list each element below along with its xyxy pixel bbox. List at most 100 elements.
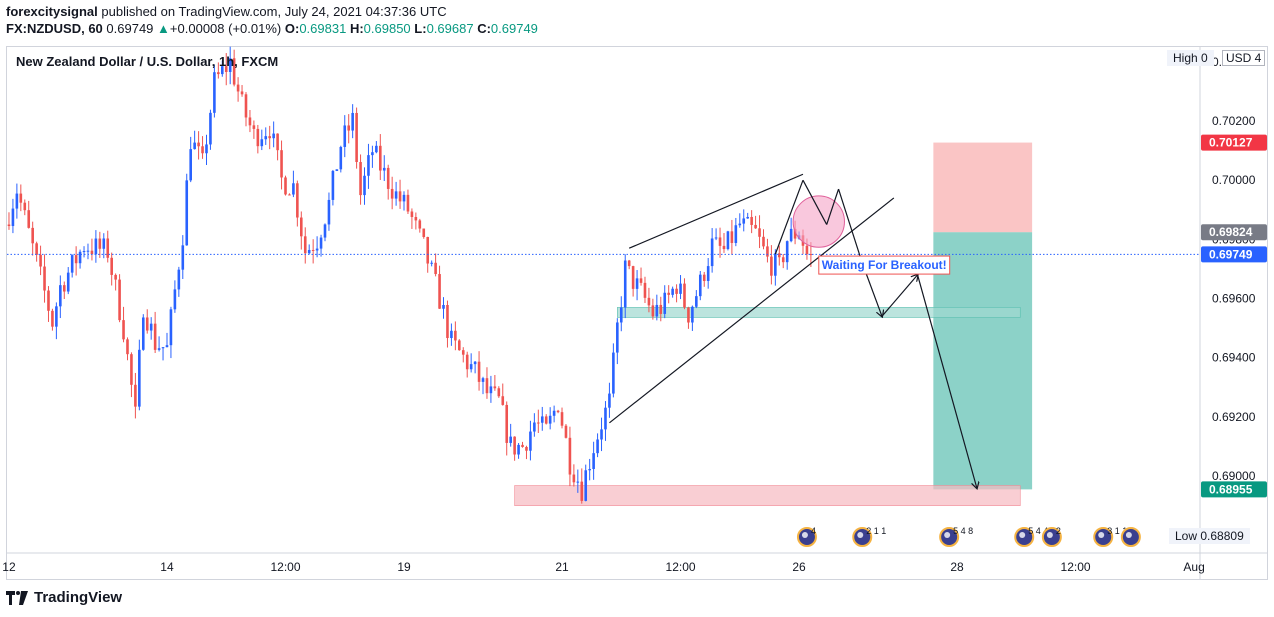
candle-body: [785, 241, 789, 263]
candle-body: [205, 144, 208, 154]
chart-title: New Zealand Dollar / U.S. Dollar, 1h, FX…: [16, 54, 279, 69]
x-tick-label: 19: [397, 560, 411, 574]
x-tick-label: 28: [950, 560, 964, 574]
candle-body: [540, 416, 544, 423]
candle-body: [240, 91, 244, 95]
candle-body: [687, 307, 690, 323]
candle-body: [126, 339, 129, 355]
candle-body: [477, 361, 481, 382]
candle-body: [533, 422, 536, 432]
candle-body: [458, 340, 461, 351]
projection-arrow: [837, 188, 863, 263]
candle-body: [706, 266, 710, 281]
candle-body: [446, 305, 449, 339]
candle-body: [509, 436, 512, 443]
candle-body: [74, 255, 78, 264]
economic-event-icon[interactable]: 3 1 1: [1093, 526, 1127, 547]
x-tick-label: 14: [160, 560, 174, 574]
candle-body: [631, 266, 635, 289]
candle-body: [284, 177, 287, 195]
candle-body: [177, 269, 181, 290]
candle-body: [343, 125, 347, 147]
candles: [7, 46, 813, 504]
candle-body: [442, 305, 445, 309]
candle-body: [501, 396, 505, 405]
candle-body: [663, 292, 667, 314]
candle-body: [394, 191, 398, 199]
candle-body: [461, 350, 465, 355]
price-axis-label: 0.69824: [1209, 225, 1253, 239]
candle-body: [548, 415, 552, 424]
candle-body: [236, 84, 240, 92]
economic-event-icon[interactable]: [1120, 527, 1141, 547]
candle-body: [86, 250, 90, 252]
candle-body: [671, 288, 674, 295]
candle-body: [359, 162, 362, 196]
candle-body: [311, 249, 315, 251]
candle-body: [47, 290, 50, 311]
event-count: 4: [811, 526, 816, 536]
candle-body: [734, 225, 738, 243]
candle-body: [59, 285, 62, 307]
candle-body: [718, 237, 722, 246]
projection-arrow: [916, 274, 977, 488]
chart-frame: [6, 46, 1268, 580]
candle-body: [11, 208, 15, 227]
economic-event-icon[interactable]: 2 1 1: [852, 526, 886, 547]
callout-text: Waiting For Breakout!: [822, 258, 947, 272]
candle-body: [422, 228, 426, 238]
candle-body: [62, 285, 66, 292]
candle-body: [580, 481, 584, 501]
candle-body: [232, 58, 236, 85]
y-tick-label: 0.69400: [1212, 351, 1256, 365]
event-flag-shine: [1046, 532, 1053, 538]
y-tick-label: 0.69600: [1212, 292, 1256, 306]
candle-body: [355, 112, 358, 163]
candle-body: [371, 152, 374, 156]
candle-body: [793, 228, 797, 239]
candle-body: [774, 253, 777, 276]
economic-event-icon[interactable]: 4: [796, 526, 817, 547]
candle-body: [414, 216, 418, 221]
x-tick-label: 26: [792, 560, 806, 574]
projection-arrow: [881, 275, 918, 317]
candle-body: [568, 437, 572, 475]
candle-body: [98, 238, 102, 249]
candle-body: [31, 227, 34, 244]
callout-box: [818, 255, 951, 275]
candle-body: [390, 188, 394, 199]
author-name[interactable]: forexcitysignal: [6, 4, 98, 19]
candle-body: [27, 210, 31, 228]
economic-event-icon[interactable]: 2: [1041, 526, 1062, 547]
candle-body: [750, 216, 753, 225]
candle-body: [296, 183, 299, 218]
currency-selector[interactable]: USD 4: [1222, 50, 1266, 66]
candle-body: [220, 66, 224, 75]
y-tick-label: 0.70000: [1212, 173, 1256, 187]
tradingview-logo[interactable]: TradingView: [6, 589, 122, 606]
close-value: 0.69749: [490, 21, 538, 36]
wedge-lower-line: [609, 197, 895, 424]
y-tick-label: 0.70200: [1212, 114, 1256, 128]
event-count: 5 4 8: [953, 526, 973, 536]
candle-body: [264, 136, 268, 140]
candle-body: [288, 194, 291, 196]
candle-body: [153, 323, 157, 350]
candle-body: [627, 260, 631, 267]
candle-body: [134, 384, 137, 407]
candle-body: [691, 306, 694, 323]
economic-event-icon[interactable]: 5 4 8: [939, 526, 973, 547]
low-marker-label: Low: [1175, 529, 1198, 543]
candle-body: [651, 305, 655, 317]
candle-body: [406, 194, 410, 212]
candle-body: [276, 133, 279, 151]
candle-body: [505, 404, 509, 443]
candle-body: [138, 349, 141, 407]
highlight-circle: [792, 195, 845, 248]
candle-body: [517, 444, 520, 455]
x-tick-label: Aug: [1183, 560, 1204, 574]
economic-event-icon[interactable]: 5 4 4: [1014, 526, 1048, 547]
tradingview-logo-icon: [6, 590, 28, 605]
projection-arrow: [802, 179, 828, 225]
